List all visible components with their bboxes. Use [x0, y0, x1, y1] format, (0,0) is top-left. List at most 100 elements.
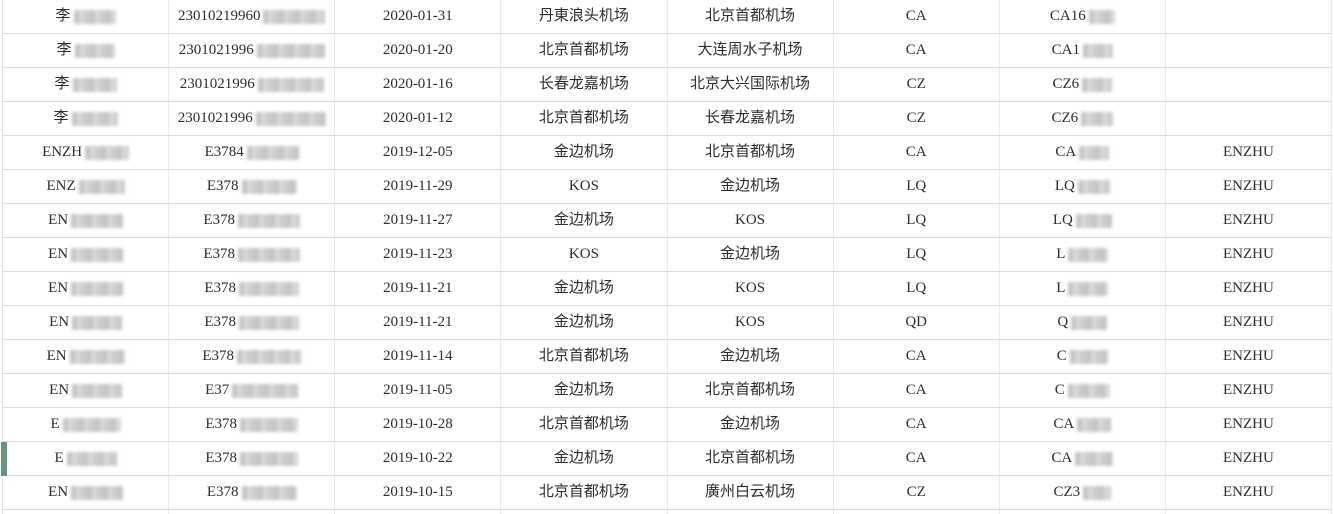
flight-date-cell: 2019-12-05: [335, 136, 502, 169]
flight-date: 2019-10-15: [382, 484, 453, 500]
departure-airport-cell: 丹東浪头机场: [501, 0, 668, 33]
id-number: E378: [206, 178, 239, 194]
redaction-blur: [263, 9, 326, 24]
flight-number: CZ6: [1051, 110, 1079, 126]
arrival-airport-cell: 金边机场: [668, 340, 834, 373]
passenger-pinyin-cell: [1166, 510, 1332, 514]
flight-number-cell: CA: [1000, 136, 1166, 169]
flight-date: 2019-11-14: [383, 348, 453, 364]
redaction-blur: [1068, 247, 1109, 262]
departure-airport: 金边机场: [553, 314, 614, 330]
flight-number: C: [1054, 382, 1065, 398]
passenger-name-cell: 李: [3, 68, 170, 101]
passenger-name: EN: [49, 314, 70, 330]
id-number-cell: E378: [169, 340, 336, 373]
flight-date-cell: [335, 510, 502, 514]
redaction-blur: [71, 111, 118, 126]
flight-date-cell: 2020-01-16: [335, 68, 502, 101]
flight-number: CA: [1055, 144, 1077, 160]
airline-code-cell: LQ: [834, 238, 1000, 271]
passenger-pinyin: ENZHU: [1223, 348, 1274, 364]
table-row: EN E378 2019-11-21 金边机场 KOS LQ L ENZHU: [2, 272, 1332, 306]
passenger-pinyin: ENZHU: [1223, 416, 1274, 432]
arrival-airport: 金边机场: [720, 348, 781, 364]
redaction-blur: [62, 417, 121, 432]
airline-code: CZ: [906, 76, 926, 92]
departure-airport: 北京首都机场: [538, 348, 629, 364]
passenger-pinyin-cell: ENZHU: [1166, 408, 1332, 441]
redaction-blur: [240, 417, 299, 432]
departure-airport-cell: 金边机场: [501, 374, 668, 407]
departure-airport: 金边机场: [553, 144, 614, 160]
airline-code: CA: [905, 42, 927, 58]
departure-airport: 金边机场: [553, 280, 614, 296]
flight-date-cell: 2019-11-14: [335, 340, 502, 373]
passenger-name-cell: 李: [3, 102, 170, 135]
arrival-airport-cell: KOS: [668, 306, 834, 339]
passenger-name: 李: [54, 76, 70, 92]
arrival-airport: KOS: [735, 314, 766, 330]
table-row: 李 2301021996 2020-01-16 长春龙嘉机场 北京大兴国际机场 …: [2, 68, 1332, 102]
flight-date-cell: 2019-11-23: [335, 238, 502, 271]
flight-number-cell: CA: [1000, 442, 1166, 475]
table-row: ENZ E378 2019-11-29 KOS 金边机场 LQ LQ ENZHU: [2, 170, 1332, 204]
id-number: E378: [205, 450, 238, 466]
id-number-cell: 2301021996: [169, 34, 336, 67]
flight-date: 2019-11-23: [383, 246, 453, 262]
redaction-blur: [78, 179, 125, 194]
table-row: EN E378 2019-10-15 北京首都机场 廣州白云机场 CZ CZ3 …: [2, 476, 1332, 510]
passenger-pinyin-cell: ENZHU: [1166, 340, 1332, 373]
airline-code-cell: CA: [834, 408, 1000, 441]
id-number-cell: 2301021996: [169, 102, 336, 135]
airline-code: LQ: [906, 280, 927, 296]
passenger-name-cell: 李: [3, 34, 170, 67]
flight-date-cell: 2019-11-21: [335, 306, 502, 339]
redaction-blur: [241, 179, 297, 194]
id-number: 2301021996: [178, 42, 254, 58]
departure-airport: 北京首都机场: [538, 110, 629, 126]
passenger-pinyin: ENZHU: [1223, 246, 1274, 262]
passenger-name-cell: EN: [3, 476, 170, 509]
airline-code: CA: [905, 348, 927, 364]
airline-code: LQ: [906, 212, 927, 228]
airline-code: CZ: [906, 110, 926, 126]
flight-date-cell: 2019-10-28: [335, 408, 502, 441]
passenger-pinyin: ENZHU: [1223, 484, 1274, 500]
redaction-blur: [1069, 349, 1108, 364]
airline-code-cell: CA: [834, 136, 1000, 169]
departure-airport: 丹東浪头机场: [538, 8, 629, 24]
departure-airport-cell: 金边机场: [501, 306, 668, 339]
id-number-cell: E378: [169, 170, 336, 203]
id-number: E378: [203, 212, 236, 228]
redaction-blur: [1079, 145, 1110, 160]
airline-code: CA: [905, 382, 927, 398]
redaction-blur: [256, 43, 325, 58]
flight-date: 2019-11-27: [383, 212, 453, 228]
table-row: EN E37 2019-11-05 金边机场 北京首都机场 CA C ENZHU: [2, 374, 1332, 408]
id-number-cell: E378: [169, 408, 336, 441]
redaction-blur: [74, 43, 115, 58]
airline-code-cell: CZ: [834, 68, 1000, 101]
passenger-pinyin-cell: ENZHU: [1166, 204, 1332, 237]
id-number: E37: [205, 382, 230, 398]
airline-code: QD: [905, 314, 928, 330]
id-number-cell: E378: [169, 306, 336, 339]
passenger-name-cell: [3, 510, 170, 514]
departure-airport-cell: 北京首都机场: [501, 408, 668, 441]
passenger-name: 李: [55, 8, 71, 24]
departure-airport-cell: 金边机场: [501, 204, 668, 237]
passenger-name: EN: [48, 246, 69, 262]
flight-number: Q: [1057, 314, 1069, 330]
flight-date-cell: 2019-11-05: [335, 374, 502, 407]
arrival-airport-cell: 金边机场: [668, 408, 834, 441]
flight-date: 2019-10-22: [382, 450, 453, 466]
table-row: EN E378 2019-11-27 金边机场 KOS LQ LQ ENZHU: [2, 204, 1332, 238]
airline-code-cell: QD: [834, 306, 1000, 339]
departure-airport: KOS: [568, 178, 599, 194]
departure-airport-cell: KOS: [501, 238, 668, 271]
redaction-blur: [72, 315, 123, 330]
flight-number: CA1: [1051, 42, 1080, 58]
departure-airport-cell: 北京首都机场: [501, 34, 668, 67]
redaction-blur: [239, 315, 300, 330]
